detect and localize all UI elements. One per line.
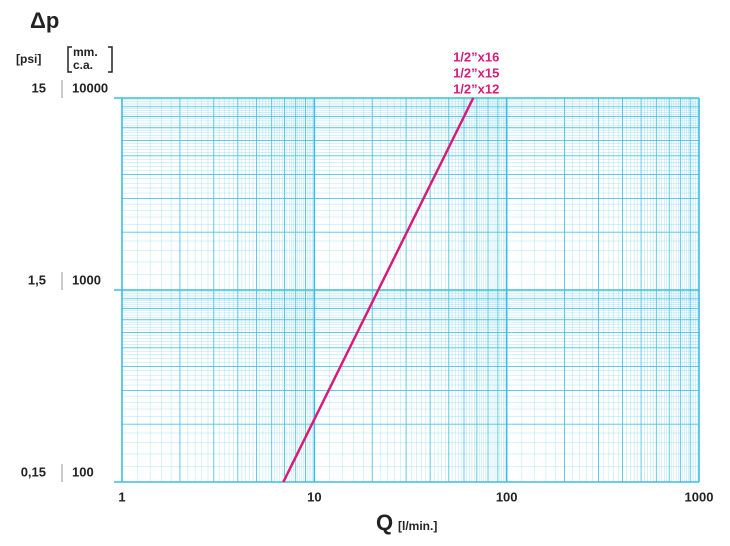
legend-label: 1/2”x15 xyxy=(453,65,499,80)
y2-tick-label: 0,15 xyxy=(21,464,46,479)
y2-axis-label: [psi] xyxy=(16,52,41,66)
x-tick-label: 10 xyxy=(307,489,321,504)
y-axis-label: c.a. xyxy=(73,58,93,72)
series-line xyxy=(282,97,475,483)
legend-label: 1/2”x12 xyxy=(453,81,499,96)
bracket xyxy=(67,46,113,73)
x-tick-label: 100 xyxy=(496,489,518,504)
y-axis-label: mm. xyxy=(73,45,98,59)
legend-label: 1/2”x16 xyxy=(453,49,499,64)
chart-title: Δp xyxy=(30,8,59,33)
x-axis-label: Q xyxy=(376,510,393,535)
y-tick-label: 10000 xyxy=(72,80,108,95)
x-axis-unit: [l/min.] xyxy=(398,519,437,533)
y-tick-label: 1000 xyxy=(72,272,101,287)
x-tick-label: 1000 xyxy=(685,489,714,504)
y2-tick-label: 1,5 xyxy=(28,272,46,287)
y-tick-label: 100 xyxy=(72,464,94,479)
y2-tick-label: 15 xyxy=(32,80,46,95)
x-tick-label: 1 xyxy=(118,489,125,504)
